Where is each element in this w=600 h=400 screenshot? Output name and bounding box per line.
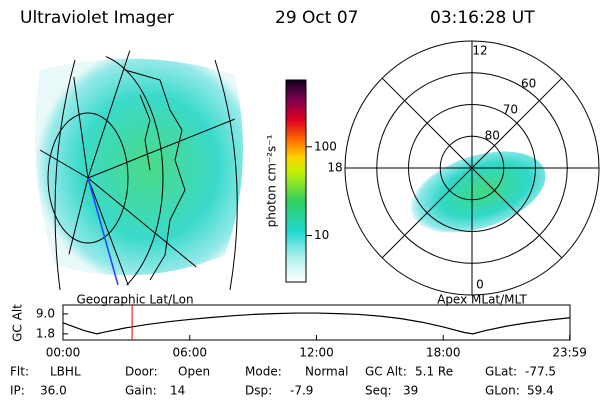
- field-value: LBHL: [50, 365, 81, 379]
- colorbar-tick-label: 100: [314, 139, 337, 153]
- polar-diagonal: [381, 167, 473, 259]
- field-label: Seq:: [365, 384, 392, 398]
- field-label: Door:: [125, 365, 158, 379]
- alt-plot-frame: [62, 304, 571, 341]
- alt-x-tick-label: 18:00: [426, 346, 461, 360]
- field-value: 5.1 Re: [415, 365, 453, 379]
- lat-label: 60: [521, 76, 536, 90]
- field-value: -7.9: [290, 384, 313, 398]
- mlt-label: 18: [327, 161, 342, 175]
- right-panel-label: Apex MLat/MLT: [437, 293, 527, 307]
- alt-x-tick-label: 00:00: [46, 346, 81, 360]
- field-label: GLon:: [485, 384, 520, 398]
- field-label: IP:: [10, 384, 25, 398]
- field-label: Mode:: [245, 365, 282, 379]
- field-value: 59.4: [527, 384, 554, 398]
- mlt-label: 0: [476, 278, 484, 292]
- polar-diagonal: [471, 167, 563, 259]
- alt-x-tick-label: 06:00: [172, 346, 207, 360]
- field-label: Gain:: [125, 384, 157, 398]
- date: 29 Oct 07: [275, 8, 358, 28]
- alt-y-tick-label: 9.0: [36, 306, 55, 320]
- field-label: GC Alt:: [365, 365, 407, 379]
- colorbar-tick-label: 10: [314, 228, 329, 242]
- field-value: 36.0: [40, 384, 67, 398]
- time: 03:16:28 UT: [430, 8, 535, 28]
- polar-diagonal: [381, 77, 473, 169]
- polar-diagonal: [471, 77, 563, 169]
- field-value: Open: [178, 365, 210, 379]
- lat-label: 70: [503, 102, 518, 116]
- alt-x-tick-label: 12:00: [299, 346, 334, 360]
- field-value: Normal: [305, 365, 348, 379]
- field-label: Flt:: [10, 365, 29, 379]
- geographic-image: [35, 50, 244, 291]
- alt-axis-label: GC Alt: [11, 304, 25, 342]
- alt-x-tick-label: 23:59: [552, 346, 587, 360]
- mlt-label: 12: [472, 44, 487, 58]
- colorbar: [285, 79, 307, 283]
- alt-curve: [62, 312, 571, 335]
- field-label: Dsp:: [245, 384, 272, 398]
- field-value: -77.5: [525, 365, 556, 379]
- field-value: 14: [170, 384, 185, 398]
- alt-y-tick-label: 1.8: [36, 326, 55, 340]
- polar-image: [410, 151, 546, 233]
- lat-label: 80: [485, 128, 500, 142]
- field-label: GLat:: [485, 365, 517, 379]
- colorbar-label: photon cm⁻²s⁻¹: [265, 134, 279, 227]
- instrument: Ultraviolet Imager: [20, 8, 174, 28]
- left-panel-label: Geographic Lat/Lon: [76, 293, 193, 307]
- field-value: 39: [403, 384, 418, 398]
